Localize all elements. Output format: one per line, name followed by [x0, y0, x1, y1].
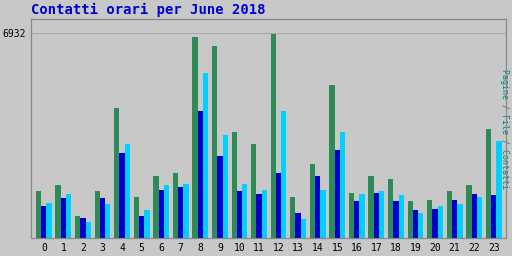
Bar: [301, 219, 306, 238]
Bar: [86, 222, 91, 238]
Bar: [374, 193, 379, 238]
Bar: [295, 213, 301, 238]
Bar: [164, 185, 169, 238]
Bar: [413, 210, 418, 238]
Bar: [310, 164, 315, 238]
Bar: [276, 173, 281, 238]
Bar: [242, 184, 247, 238]
Bar: [231, 132, 237, 238]
Bar: [472, 194, 477, 238]
Bar: [496, 141, 502, 238]
Bar: [114, 108, 119, 238]
Bar: [257, 194, 262, 238]
Bar: [359, 194, 365, 238]
Bar: [41, 206, 47, 238]
Bar: [354, 201, 359, 238]
Y-axis label: Pagine / File / Contatti: Pagine / File / Contatti: [500, 69, 509, 189]
Bar: [340, 132, 345, 238]
Bar: [398, 196, 404, 238]
Bar: [95, 191, 100, 238]
Bar: [408, 201, 413, 238]
Bar: [251, 144, 257, 238]
Bar: [55, 185, 61, 238]
Bar: [477, 197, 482, 238]
Bar: [139, 216, 144, 238]
Bar: [290, 197, 295, 238]
Bar: [388, 179, 393, 238]
Bar: [262, 189, 267, 238]
Bar: [173, 173, 178, 238]
Bar: [61, 198, 66, 238]
Bar: [183, 184, 189, 238]
Bar: [281, 111, 287, 238]
Bar: [125, 144, 130, 238]
Bar: [315, 176, 321, 238]
Bar: [217, 156, 223, 238]
Bar: [271, 34, 276, 238]
Bar: [457, 204, 462, 238]
Bar: [438, 206, 443, 238]
Bar: [379, 191, 385, 238]
Bar: [159, 189, 164, 238]
Bar: [153, 176, 159, 238]
Bar: [466, 185, 472, 238]
Bar: [446, 191, 452, 238]
Bar: [80, 218, 86, 238]
Bar: [349, 193, 354, 238]
Bar: [134, 197, 139, 238]
Bar: [491, 196, 496, 238]
Bar: [433, 209, 438, 238]
Bar: [105, 204, 111, 238]
Bar: [36, 191, 41, 238]
Bar: [393, 201, 398, 238]
Text: Contatti orari per June 2018: Contatti orari per June 2018: [31, 3, 266, 17]
Bar: [418, 213, 423, 238]
Bar: [47, 203, 52, 238]
Bar: [193, 37, 198, 238]
Bar: [198, 111, 203, 238]
Bar: [203, 73, 208, 238]
Bar: [335, 150, 340, 238]
Bar: [237, 191, 242, 238]
Bar: [178, 187, 183, 238]
Bar: [329, 84, 335, 238]
Bar: [369, 176, 374, 238]
Bar: [212, 46, 217, 238]
Bar: [321, 189, 326, 238]
Bar: [427, 200, 433, 238]
Bar: [452, 200, 457, 238]
Bar: [100, 198, 105, 238]
Bar: [223, 135, 228, 238]
Bar: [144, 210, 150, 238]
Bar: [66, 194, 71, 238]
Bar: [486, 129, 491, 238]
Bar: [119, 153, 125, 238]
Bar: [75, 216, 80, 238]
